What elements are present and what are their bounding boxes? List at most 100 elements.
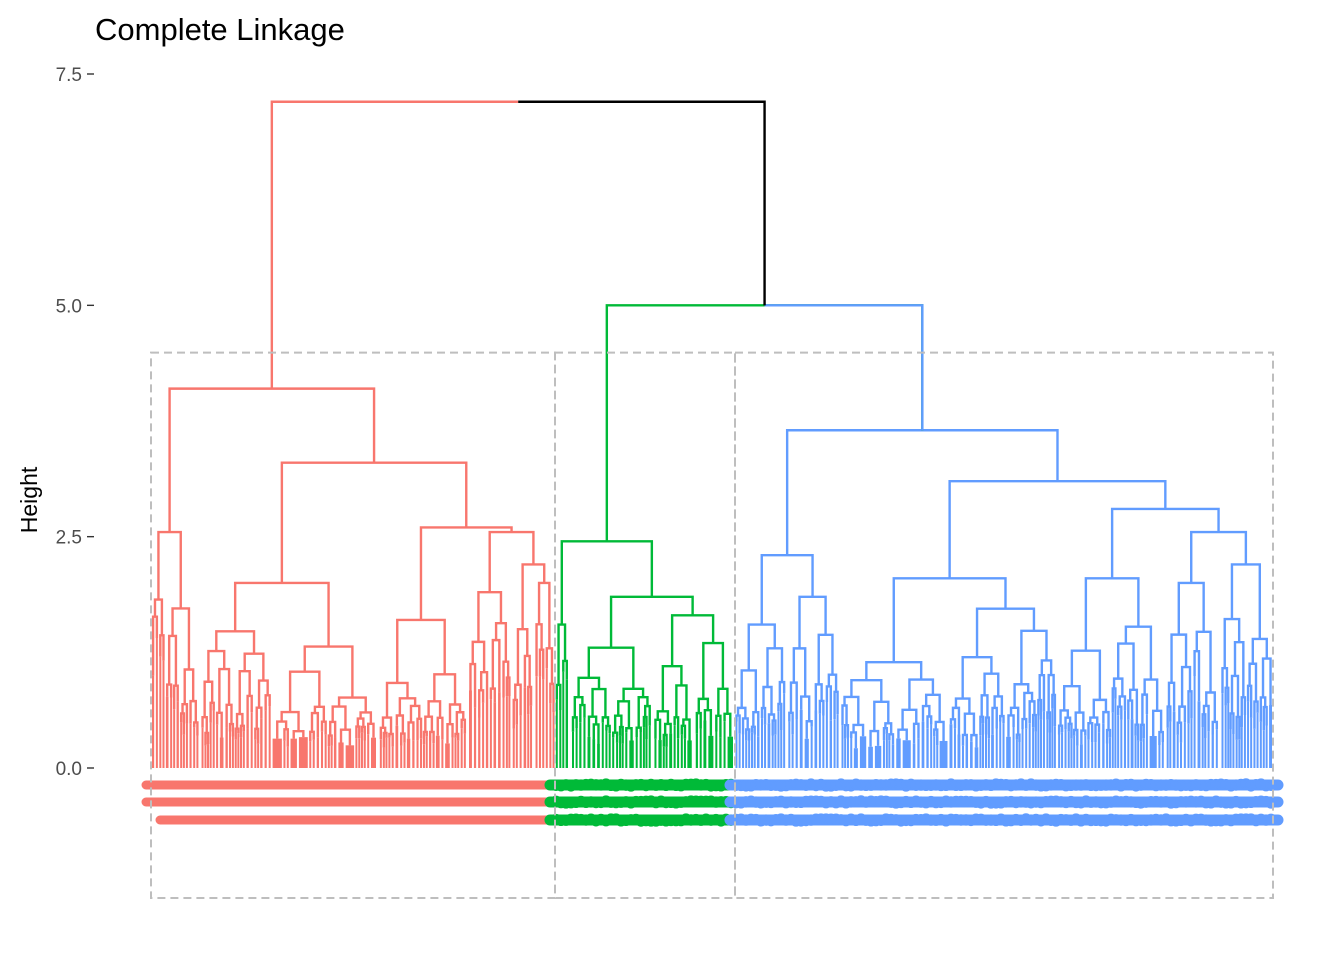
- branch-link: [1246, 684, 1253, 718]
- branch-link: [1063, 684, 1081, 713]
- branch-link: [625, 727, 633, 741]
- cluster-1-box: [150, 351, 556, 900]
- branch-link: [545, 647, 554, 684]
- branch-link: [1112, 677, 1124, 697]
- branch-link: [228, 722, 235, 737]
- branch-link: [280, 710, 300, 732]
- cluster-boxes: [150, 351, 1274, 900]
- branch-link: [682, 718, 691, 741]
- branch-link: [1089, 716, 1099, 725]
- branch-link: [735, 714, 741, 734]
- branch-link: [512, 698, 518, 729]
- branch-link: [489, 687, 496, 703]
- branch-link: [455, 711, 465, 734]
- branch-link: [1064, 716, 1072, 730]
- branch-link: [1221, 666, 1229, 694]
- branch-link: [479, 671, 489, 715]
- branch-link: [833, 690, 839, 720]
- branch-link: [448, 703, 462, 725]
- branch-link: [396, 618, 446, 683]
- branch-link: [428, 730, 435, 744]
- branch-link: [841, 704, 848, 726]
- branch-link: [165, 683, 173, 698]
- branch-link: [207, 649, 226, 682]
- branch-link: [1074, 711, 1085, 731]
- branch-link: [488, 530, 535, 593]
- branch-link: [613, 714, 623, 733]
- branch-link: [424, 715, 434, 732]
- branch-link: [921, 704, 931, 722]
- branch-link: [407, 721, 415, 741]
- branch-link: [276, 720, 288, 739]
- branch-link: [1176, 721, 1183, 743]
- branch-link: [239, 724, 246, 738]
- branch-link: [901, 708, 918, 730]
- cluster-3-leaf-labels: [724, 778, 1284, 827]
- branch-link: [736, 706, 747, 719]
- leaf-marker: [1265, 813, 1277, 826]
- branch-link: [980, 694, 989, 718]
- branch-link: [587, 715, 598, 737]
- branch-link: [983, 672, 1000, 697]
- branch-link: [1193, 649, 1201, 702]
- branch-link: [1195, 630, 1212, 693]
- branch-link: [1262, 705, 1268, 731]
- branch-link: [788, 711, 794, 735]
- branch-link: [970, 733, 978, 748]
- branch-link: [505, 676, 511, 697]
- branch-link: [926, 715, 933, 729]
- branch-link: [521, 563, 546, 630]
- branch-link: [1129, 688, 1139, 725]
- branch-link: [1110, 507, 1220, 579]
- branch-link: [409, 704, 421, 723]
- branch-link: [416, 717, 423, 741]
- y-tick-label: 2.5: [56, 528, 82, 549]
- branch-link: [1233, 640, 1245, 698]
- branch-link: [1015, 733, 1021, 743]
- branch-link: [587, 646, 635, 689]
- branch-link: [771, 719, 777, 736]
- branch-link: [1028, 700, 1036, 724]
- branch-link: [670, 614, 715, 667]
- branch-link: [760, 553, 814, 625]
- branch-link: [637, 695, 649, 728]
- branch-link: [355, 725, 361, 739]
- branch-link: [460, 718, 467, 734]
- branch-link: [1046, 711, 1052, 733]
- branch-link: [1013, 683, 1030, 708]
- branch-link: [785, 429, 1059, 556]
- branch-link: [1178, 705, 1187, 723]
- branch-link: [446, 723, 454, 744]
- branch-link: [313, 705, 326, 722]
- branch-link: [1223, 617, 1241, 669]
- branch-link: [702, 641, 725, 699]
- branch-link: [760, 706, 767, 725]
- branch-link: [1072, 728, 1079, 746]
- branch-link: [167, 634, 178, 686]
- branch-link: [433, 673, 457, 705]
- branch-link: [1084, 577, 1140, 651]
- branch-link: [1023, 691, 1034, 720]
- branch-link: [1235, 715, 1241, 740]
- leaf-labels: [141, 778, 1284, 827]
- chart-title: Complete Linkage: [95, 12, 345, 47]
- branch-link: [892, 577, 1007, 663]
- branch-link: [329, 720, 337, 738]
- y-tick-label: 5.0: [56, 296, 82, 317]
- branch-link: [882, 726, 889, 741]
- branch-link: [961, 733, 968, 746]
- branch-link: [1230, 563, 1261, 639]
- branch-link: [1259, 696, 1267, 722]
- branch-link: [1158, 730, 1164, 746]
- branch-link: [183, 668, 195, 705]
- branch-link: [1177, 581, 1205, 635]
- branch-link: [777, 702, 783, 731]
- branch-link: [1067, 722, 1073, 739]
- branch-link: [999, 714, 1005, 724]
- branch-link: [172, 684, 179, 710]
- branch-link: [1070, 649, 1102, 700]
- branch-link: [168, 387, 376, 533]
- branch-link: [478, 689, 485, 718]
- leaf-marker: [1265, 797, 1277, 809]
